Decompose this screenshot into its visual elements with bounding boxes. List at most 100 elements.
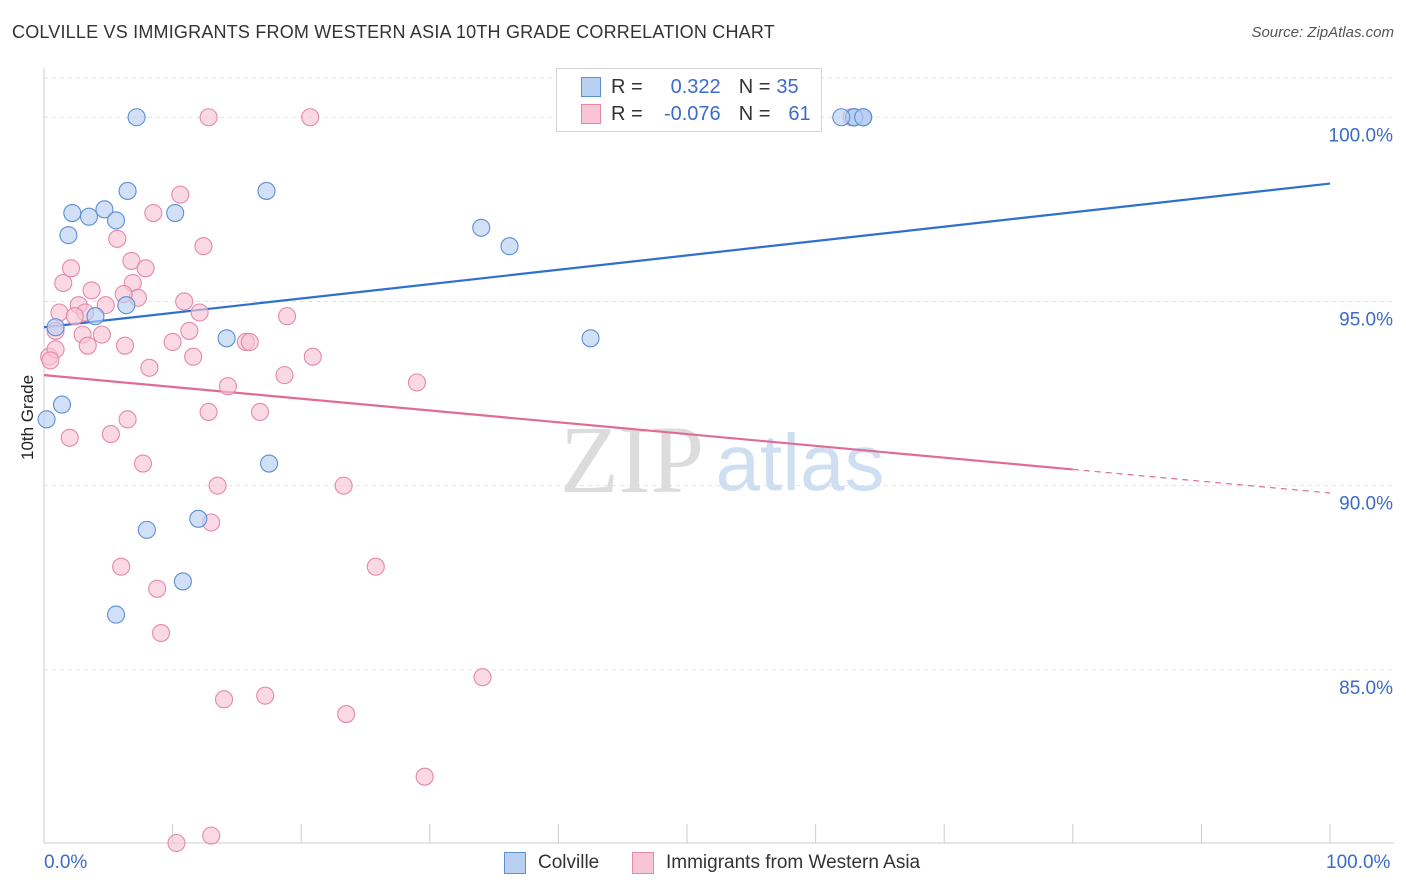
colville-point (500, 237, 519, 256)
western-asia-point (78, 336, 97, 355)
western-asia-point (122, 251, 141, 270)
western-asia-point (278, 307, 297, 326)
western-asia-point (407, 373, 426, 392)
colville-point (127, 108, 146, 127)
western-asia-point (194, 237, 213, 256)
western-asia-point (175, 292, 194, 311)
western-asia-point (256, 686, 275, 705)
n-label: N = (738, 102, 771, 125)
gridlines (44, 77, 1394, 671)
colville-point (52, 395, 72, 414)
y-tick-label: 100.0% (1329, 125, 1394, 146)
western-asia-point (167, 833, 186, 853)
western-asia-point (199, 108, 218, 127)
n-value: 35 (776, 75, 799, 98)
western-asia-swatch (581, 104, 601, 124)
western-asia-point (334, 476, 353, 495)
western-asia-point (118, 410, 137, 429)
western-asia-point (202, 826, 221, 845)
western-asia-point (303, 347, 322, 366)
western-asia-point (65, 307, 84, 326)
y-tick-label: 85.0% (1339, 678, 1393, 699)
colville-point (117, 296, 136, 315)
western-asia-point (208, 476, 227, 495)
western-asia-point (144, 203, 163, 223)
western-asia-point (190, 303, 209, 322)
western-asia-point (41, 351, 60, 370)
colville-point (173, 572, 192, 591)
colville-point (189, 509, 208, 528)
colville-point (95, 200, 114, 219)
western-asia-point (250, 402, 270, 422)
x-tick-min: 0.0% (44, 852, 88, 873)
western-asia-point (151, 623, 171, 643)
watermark-atlas: atlas (716, 418, 885, 507)
source-label: Source: ZipAtlas.com (1251, 24, 1394, 41)
colville-point (63, 203, 82, 223)
y-tick-label: 90.0% (1339, 494, 1393, 515)
western-asia-point (180, 321, 199, 340)
western-asia-point (337, 705, 356, 724)
western-asia-point (60, 428, 79, 447)
colville-point (137, 520, 156, 539)
colville-point (259, 454, 279, 473)
western-asia-point (473, 668, 492, 687)
western-asia-point (54, 273, 73, 293)
colville-point (832, 108, 851, 127)
western-asia-point (184, 347, 203, 366)
western-asia-point (218, 377, 237, 396)
y-tick-label: 95.0% (1339, 309, 1393, 330)
series-legend: Colville Immigrants from Western Asia (0, 852, 1406, 878)
western-asia-point (214, 690, 234, 709)
colville-point (257, 181, 276, 200)
western-asia-point (140, 358, 159, 377)
western-asia-point (112, 557, 131, 576)
western-asia-point (136, 259, 155, 278)
chart-title: COLVILLE VS IMMIGRANTS FROM WESTERN ASIA… (12, 22, 775, 42)
colville-point (118, 181, 137, 200)
western-asia-point (96, 296, 115, 315)
legend-row-western-asia: R = -0.076 N = 61 (581, 100, 811, 128)
colville-point (106, 605, 126, 624)
colville-point (581, 329, 600, 348)
colville-point (472, 218, 491, 237)
colville-point (37, 410, 56, 429)
western-asia-point (301, 108, 320, 127)
correlation-legend: R = 0.322 N = 35 R = -0.076 N = 61 (556, 68, 822, 132)
western-asia-trend-extension (1072, 468, 1331, 494)
colville-point (86, 307, 105, 326)
western-asia-point (82, 281, 101, 300)
colville-trend-line (43, 182, 1331, 329)
colville-point (59, 226, 78, 245)
n-value: 61 (788, 102, 811, 125)
colville-point (166, 203, 185, 223)
western-asia-point (275, 366, 294, 385)
colville-point (106, 211, 126, 230)
legend-item-western-asia: Immigrants from Western Asia (632, 852, 920, 874)
r-label: R = (611, 75, 643, 98)
r-label: R = (611, 102, 643, 125)
western-asia-point (240, 332, 259, 352)
trend-lines (43, 182, 1331, 494)
western-asia-legend-swatch (632, 852, 654, 874)
western-asia-point (163, 332, 182, 352)
western-asia-point (148, 579, 167, 598)
watermark: ZIP atlas (560, 406, 884, 513)
r-value: 0.322 (670, 75, 721, 98)
western-asia-trend-line (43, 374, 1073, 471)
western-asia-point (366, 557, 385, 576)
watermark-zip: ZIP (560, 406, 704, 513)
colville-swatch (581, 77, 601, 97)
x-tick-max: 100.0% (1326, 852, 1391, 873)
western-asia-point (108, 229, 127, 248)
y-tick-labels: 100.0% 95.0% 90.0% 85.0% (1329, 125, 1394, 699)
colville-legend-label: Colville (538, 852, 600, 873)
axes (43, 68, 1394, 844)
legend-item-colville: Colville (504, 852, 599, 874)
western-asia-point (171, 185, 190, 204)
colville-point (46, 318, 65, 337)
western-asia-point (92, 325, 111, 344)
legend-row-colville: R = 0.322 N = 35 (581, 73, 799, 101)
colville-point (79, 207, 99, 226)
